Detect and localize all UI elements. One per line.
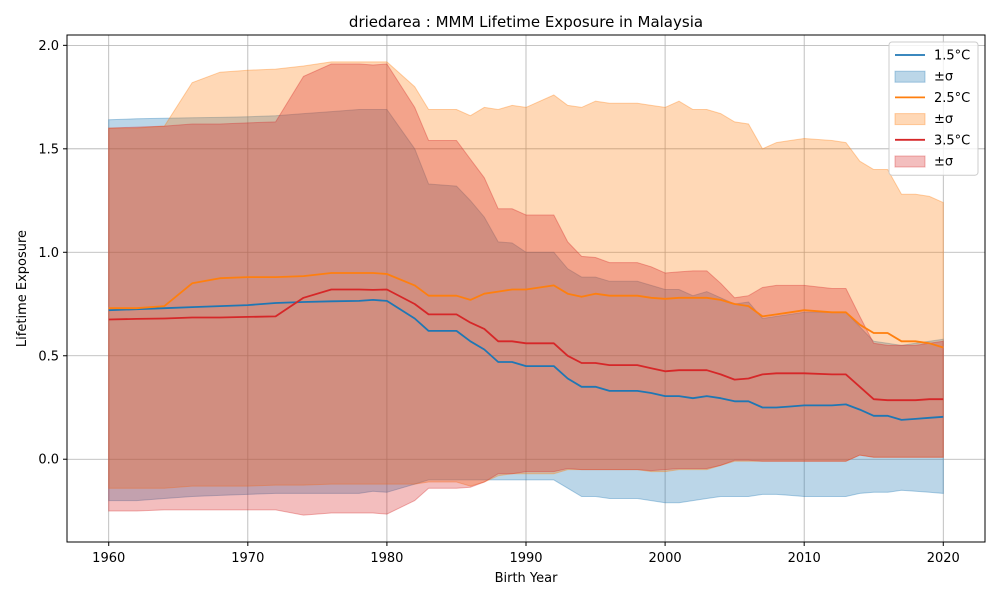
legend-band-swatch (894, 155, 926, 168)
x-axis-ticks: 1960 1970 1980 1990 2000 2010 2020 (92, 542, 960, 566)
x-axis-label: Birth Year (495, 571, 559, 586)
legend-series-label: 2.5°C (934, 91, 970, 106)
grid (67, 35, 985, 542)
legend-box (888, 41, 979, 176)
x-tick-label: 2010 (788, 551, 821, 566)
y-tick-label: 1.5 (38, 142, 59, 157)
legend-band-swatch (894, 113, 926, 126)
legend-band-label: ±σ (934, 70, 953, 85)
band-1 (108, 109, 944, 504)
series-line-3 (108, 288, 944, 402)
legend-series-label: 3.5°C (934, 133, 970, 148)
legend-band-label: ±σ (934, 155, 953, 170)
lines (108, 272, 944, 421)
band-2 (108, 61, 944, 489)
y-tick-label: 0.0 (38, 453, 59, 468)
x-tick-label: 1990 (509, 551, 542, 566)
y-tick-label: 0.5 (38, 349, 59, 364)
legend-band-label: ±σ (934, 112, 953, 127)
legend-series-label: 1.5°C (934, 49, 970, 64)
legend: 1.5°C ±σ 2.5°C ±σ 3.5°C ±σ (888, 41, 979, 176)
chart-title: driedarea : MMM Lifetime Exposure in Mal… (349, 13, 703, 31)
x-tick-label: 1960 (92, 551, 125, 566)
y-axis-ticks: 0.0 0.5 1.0 1.5 2.0 (38, 39, 67, 468)
x-tick-label: 2020 (927, 551, 960, 566)
x-tick-label: 2000 (649, 551, 682, 566)
y-tick-label: 1.0 (38, 246, 59, 261)
series-line-2 (108, 272, 944, 349)
y-axis-label: Lifetime Exposure (15, 230, 30, 347)
series-line-1 (108, 298, 944, 421)
x-tick-label: 1980 (370, 551, 403, 566)
legend-band-swatch (894, 70, 926, 83)
x-tick-label: 1970 (231, 551, 264, 566)
y-tick-label: 2.0 (38, 39, 59, 54)
